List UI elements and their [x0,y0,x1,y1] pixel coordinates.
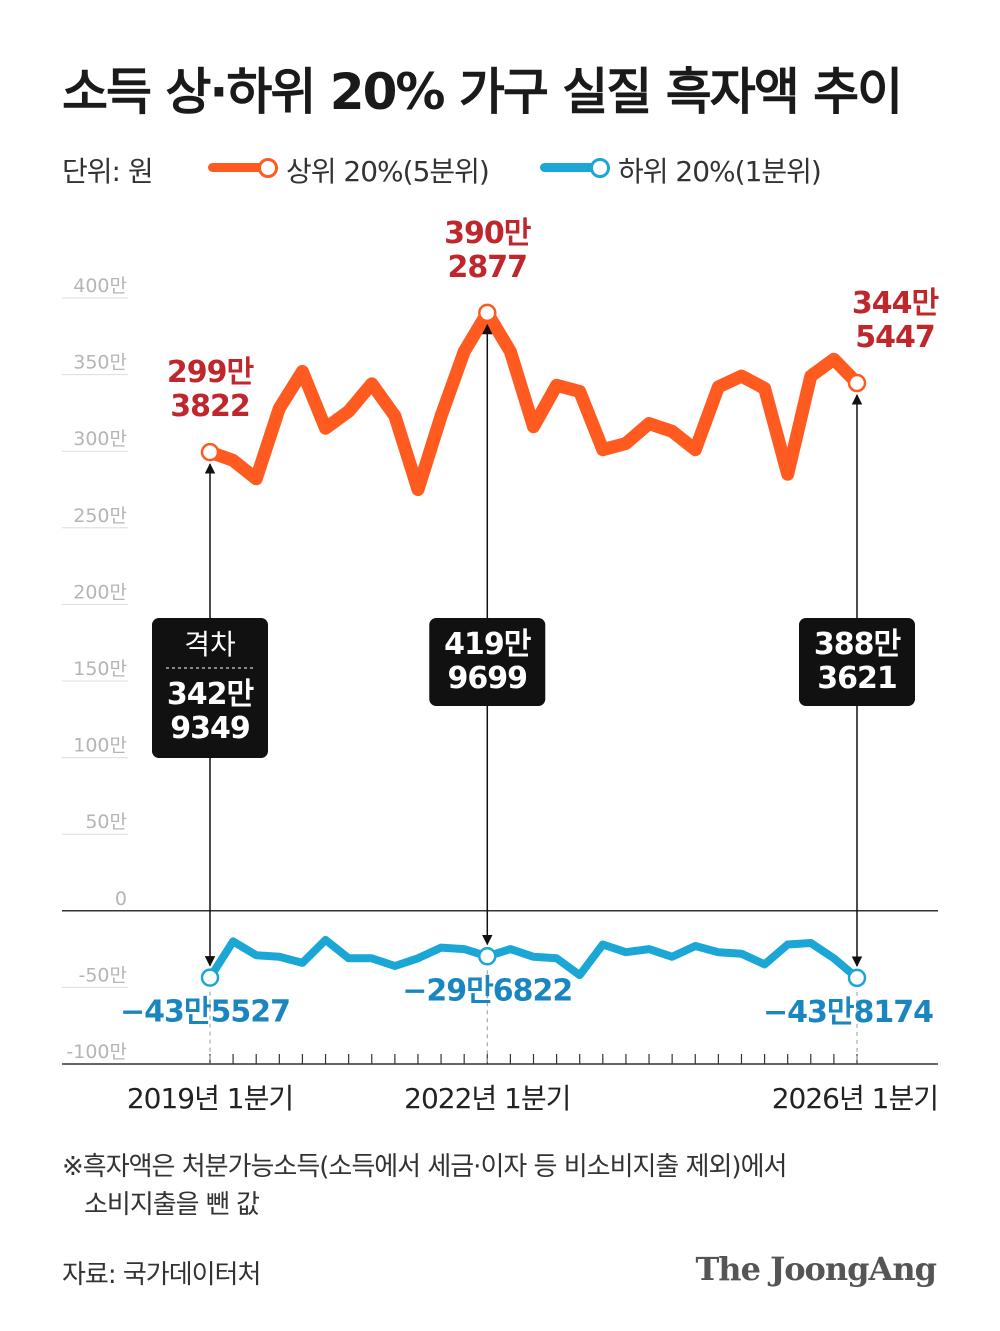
x-tick-label: 2022년 1분기 [404,1082,570,1115]
bottom-point-marker [478,947,497,966]
y-tick-label: 350만 [73,352,127,374]
y-tick-label: 300만 [73,428,127,450]
bottom-value-label: −43만5527 [120,995,290,1030]
bottom-point-marker [200,968,220,987]
gap-box-value: 342만 [167,677,255,712]
y-tick-label: -50만 [78,964,127,986]
top-value-label: 3822 [170,389,250,424]
legend-top-line-icon [208,163,270,172]
unit-label: 단위: 원 [62,155,154,188]
series-line-top20 [203,306,864,496]
y-tick-label: 400만 [73,275,127,297]
series-line-bottom20 [206,935,861,982]
gap-box-value: 9699 [448,661,528,696]
gap-box-value: 419만 [444,627,532,662]
top-point-marker [847,373,867,393]
legend-top-marker-icon [258,158,278,178]
top-point-marker [200,442,220,462]
x-tick-label: 2019년 1분기 [127,1082,293,1115]
top-value-label: 299만 [167,355,255,390]
gap-box [429,618,546,706]
top-value-label: 2877 [448,250,528,285]
gap-box-value: 388만 [814,627,902,662]
y-tick-label: -100만 [66,1041,127,1063]
top-value-label: 344만 [852,286,940,321]
top-point-marker [478,303,497,323]
y-tick-label: 250만 [73,505,127,527]
legend-bottom-label: 하위 20%(1분위) [618,155,822,188]
gap-box-title: 격차 [184,628,236,661]
legend: 단위: 원 상위 20%(5분위) 하위 20%(1분위) [62,150,962,190]
y-tick-label: 200만 [73,581,127,603]
chart-title: 소득 상·하위 20% 가구 실질 흑자액 추이 [62,63,903,121]
top-value-label: 5447 [855,320,935,355]
gap-box [799,618,915,706]
footnote-line-2: 소비지출을 뺀 값 [84,1190,260,1220]
source-note: 자료: 국가데이터처 [62,1260,261,1290]
footnote-line-1: ※흑자액은 처분가능소득(소득에서 세금·이자 등 비소비지출 제외)에서 [62,1152,787,1182]
legend-bottom-line-icon [540,163,602,172]
legend-top-label: 상위 20%(5분위) [286,155,490,188]
bottom-value-label: −29만6822 [402,973,572,1008]
gap-box-value: 3621 [817,661,897,696]
bottom-value-label: −43만8174 [763,995,933,1030]
y-tick-label: 100만 [73,735,127,757]
bottom-point-marker [847,968,867,988]
y-tick-label: 50만 [85,811,127,833]
legend-bottom-marker-icon [590,158,610,178]
y-tick-label: 0 [115,888,127,910]
x-tick-label: 2026년 1분기 [772,1082,938,1115]
gap-box-value: 9349 [170,711,250,746]
y-tick-label: 150만 [73,658,127,680]
top-value-label: 390만 [444,216,532,251]
gap-box [152,618,268,758]
footnote: ※흑자액은 처분가능소득(소득에서 세금·이자 등 비소비지출 제외)에서 소비… [62,1148,962,1224]
chart-canvas: 400만 350만 300만 250만 200만 150만 100만 50만 0 -50만 -100… [62,216,941,1115]
brand-logo: The JoongAng [695,1250,937,1288]
